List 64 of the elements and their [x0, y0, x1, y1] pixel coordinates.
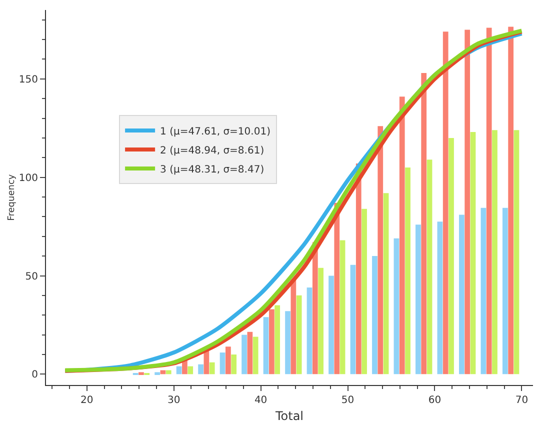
bar: [328, 276, 334, 374]
bar: [399, 96, 405, 374]
bar: [502, 208, 508, 374]
bar: [290, 280, 296, 374]
bar: [306, 288, 312, 374]
bar: [154, 372, 160, 375]
bar: [285, 311, 290, 374]
bar: [421, 72, 427, 374]
y-tick-label: 50: [25, 271, 38, 282]
bar: [252, 336, 258, 374]
x-tick-label: 60: [428, 395, 442, 406]
x-tick-label: 20: [80, 395, 94, 406]
bar: [220, 352, 226, 374]
bar: [362, 208, 367, 374]
legend-label: 1 (μ=47.61, σ=10.01): [160, 126, 271, 138]
bar: [470, 132, 476, 374]
bar: [274, 305, 280, 374]
bar: [296, 295, 302, 374]
bar: [459, 214, 464, 374]
bar: [405, 167, 410, 374]
bar: [138, 372, 144, 375]
bar: [514, 130, 520, 374]
y-tick-label: 150: [18, 74, 38, 86]
bar: [437, 222, 443, 374]
bar: [166, 370, 172, 374]
bar: [312, 242, 318, 374]
bar: [247, 332, 253, 374]
legend-label: 3 (μ=48.31, σ=8.47): [160, 164, 264, 176]
bar: [160, 370, 166, 374]
bar: [416, 224, 421, 374]
bar: [356, 164, 362, 374]
bar: [188, 366, 194, 374]
bar: [508, 26, 514, 374]
legend-label: 2 (μ=48.94, σ=8.61): [160, 145, 264, 156]
bar: [442, 32, 448, 374]
bar: [350, 264, 356, 374]
bar: [464, 30, 470, 374]
bar: [198, 364, 204, 374]
bar: [226, 346, 231, 374]
bar: [242, 334, 247, 374]
x-tick-label: 50: [341, 395, 354, 406]
y-tick-label: 0: [32, 370, 38, 381]
x-axis-title: Total: [274, 408, 304, 423]
bar: [318, 268, 324, 374]
bar: [426, 160, 432, 374]
bar: [372, 256, 378, 374]
bar: [383, 193, 389, 374]
bar: [394, 238, 400, 374]
x-tick-label: 30: [167, 395, 180, 406]
bar: [209, 362, 215, 374]
bar: [263, 317, 269, 374]
bar: [480, 208, 486, 374]
bar: [486, 28, 492, 374]
x-tick-label: 70: [515, 395, 528, 406]
bar: [492, 130, 498, 374]
bar: [378, 126, 384, 374]
bar: [334, 202, 340, 374]
bar: [231, 354, 237, 374]
bar: [268, 309, 274, 374]
y-tick-label: 100: [18, 172, 38, 184]
y-axis-title: Frequency: [6, 174, 17, 221]
x-tick-label: 40: [254, 395, 268, 406]
bar: [448, 138, 454, 374]
bar: [340, 240, 346, 374]
